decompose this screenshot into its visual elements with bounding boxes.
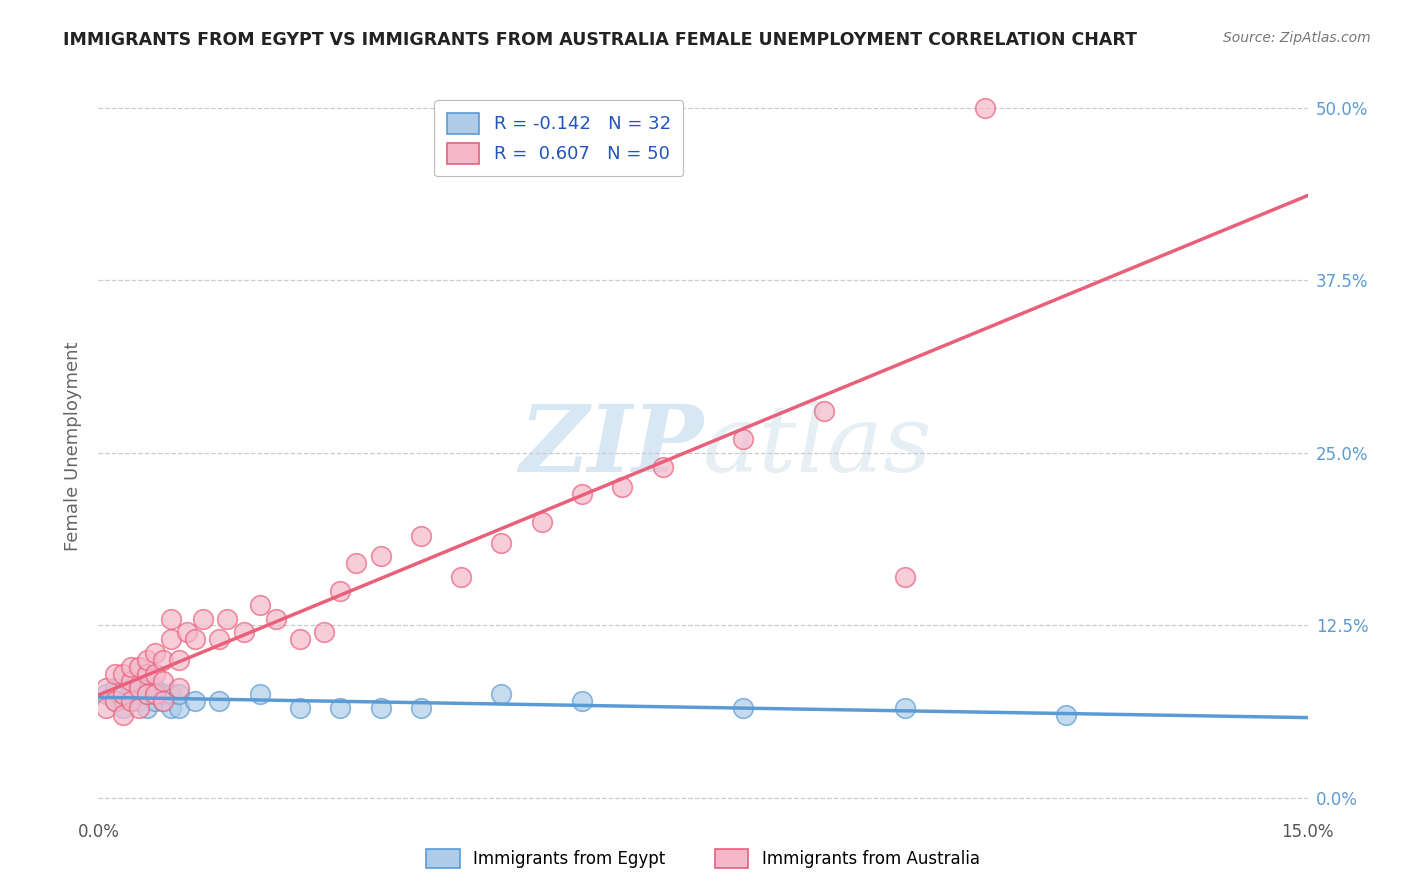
Point bbox=[128, 660, 150, 674]
Point bbox=[128, 687, 150, 701]
Point bbox=[1054, 708, 1077, 723]
Point bbox=[409, 529, 432, 543]
Point bbox=[288, 632, 311, 647]
Point bbox=[111, 708, 134, 723]
Point bbox=[152, 687, 174, 701]
Point bbox=[120, 681, 142, 695]
Point bbox=[103, 694, 125, 708]
Point bbox=[893, 570, 915, 584]
Point bbox=[103, 666, 125, 681]
Point bbox=[120, 673, 142, 688]
Point bbox=[193, 611, 215, 625]
Point bbox=[143, 687, 166, 701]
Text: ZIP: ZIP bbox=[519, 401, 703, 491]
Point bbox=[974, 101, 997, 115]
Legend: R = -0.142   N = 32, R =  0.607   N = 50: R = -0.142 N = 32, R = 0.607 N = 50 bbox=[434, 100, 683, 177]
Point bbox=[152, 673, 174, 688]
Point bbox=[128, 701, 150, 715]
Point bbox=[103, 681, 125, 695]
Point bbox=[249, 687, 271, 701]
Point bbox=[103, 694, 125, 708]
Point bbox=[96, 687, 118, 701]
Point bbox=[111, 666, 134, 681]
Point bbox=[314, 625, 336, 640]
Text: atlas: atlas bbox=[703, 401, 932, 491]
Text: IMMIGRANTS FROM EGYPT VS IMMIGRANTS FROM AUSTRALIA FEMALE UNEMPLOYMENT CORRELATI: IMMIGRANTS FROM EGYPT VS IMMIGRANTS FROM… bbox=[63, 31, 1137, 49]
Point bbox=[96, 701, 118, 715]
Point bbox=[120, 660, 142, 674]
Point bbox=[409, 701, 432, 715]
Point bbox=[571, 694, 593, 708]
Point bbox=[733, 432, 755, 446]
Point bbox=[217, 611, 239, 625]
Point bbox=[450, 570, 472, 584]
Point bbox=[160, 632, 183, 647]
Point bbox=[329, 701, 352, 715]
Point bbox=[288, 701, 311, 715]
Point bbox=[111, 687, 134, 701]
Y-axis label: Female Unemployment: Female Unemployment bbox=[63, 342, 82, 550]
Point bbox=[128, 681, 150, 695]
Point bbox=[491, 687, 513, 701]
Point bbox=[143, 694, 166, 708]
Point bbox=[160, 701, 183, 715]
Point bbox=[167, 687, 190, 701]
Point bbox=[232, 625, 254, 640]
Point bbox=[167, 681, 190, 695]
Point bbox=[111, 701, 134, 715]
Legend: Immigrants from Egypt, Immigrants from Australia: Immigrants from Egypt, Immigrants from A… bbox=[419, 842, 987, 875]
Point bbox=[152, 694, 174, 708]
Point bbox=[208, 694, 231, 708]
Point bbox=[135, 701, 157, 715]
Point bbox=[120, 694, 142, 708]
Point bbox=[135, 687, 157, 701]
Point bbox=[571, 487, 593, 501]
Point bbox=[120, 694, 142, 708]
Point bbox=[143, 646, 166, 660]
Point bbox=[733, 701, 755, 715]
Point bbox=[167, 701, 190, 715]
Point bbox=[612, 480, 634, 494]
Point bbox=[344, 557, 367, 571]
Point bbox=[176, 625, 198, 640]
Point bbox=[135, 666, 157, 681]
Point bbox=[143, 666, 166, 681]
Point bbox=[370, 701, 392, 715]
Point bbox=[530, 515, 553, 529]
Point bbox=[249, 598, 271, 612]
Point bbox=[160, 687, 183, 701]
Point bbox=[370, 549, 392, 564]
Point bbox=[264, 611, 287, 625]
Point bbox=[152, 653, 174, 667]
Point bbox=[813, 404, 835, 418]
Point bbox=[128, 694, 150, 708]
Point bbox=[651, 459, 673, 474]
Point bbox=[152, 694, 174, 708]
Point bbox=[893, 701, 915, 715]
Point bbox=[135, 653, 157, 667]
Point bbox=[96, 681, 118, 695]
Point bbox=[160, 611, 183, 625]
Point bbox=[111, 687, 134, 701]
Text: Source: ZipAtlas.com: Source: ZipAtlas.com bbox=[1223, 31, 1371, 45]
Point bbox=[184, 694, 207, 708]
Point bbox=[208, 632, 231, 647]
Point bbox=[184, 632, 207, 647]
Point bbox=[329, 583, 352, 598]
Point bbox=[143, 681, 166, 695]
Point bbox=[135, 687, 157, 701]
Point bbox=[491, 535, 513, 549]
Point bbox=[167, 653, 190, 667]
Point bbox=[128, 681, 150, 695]
